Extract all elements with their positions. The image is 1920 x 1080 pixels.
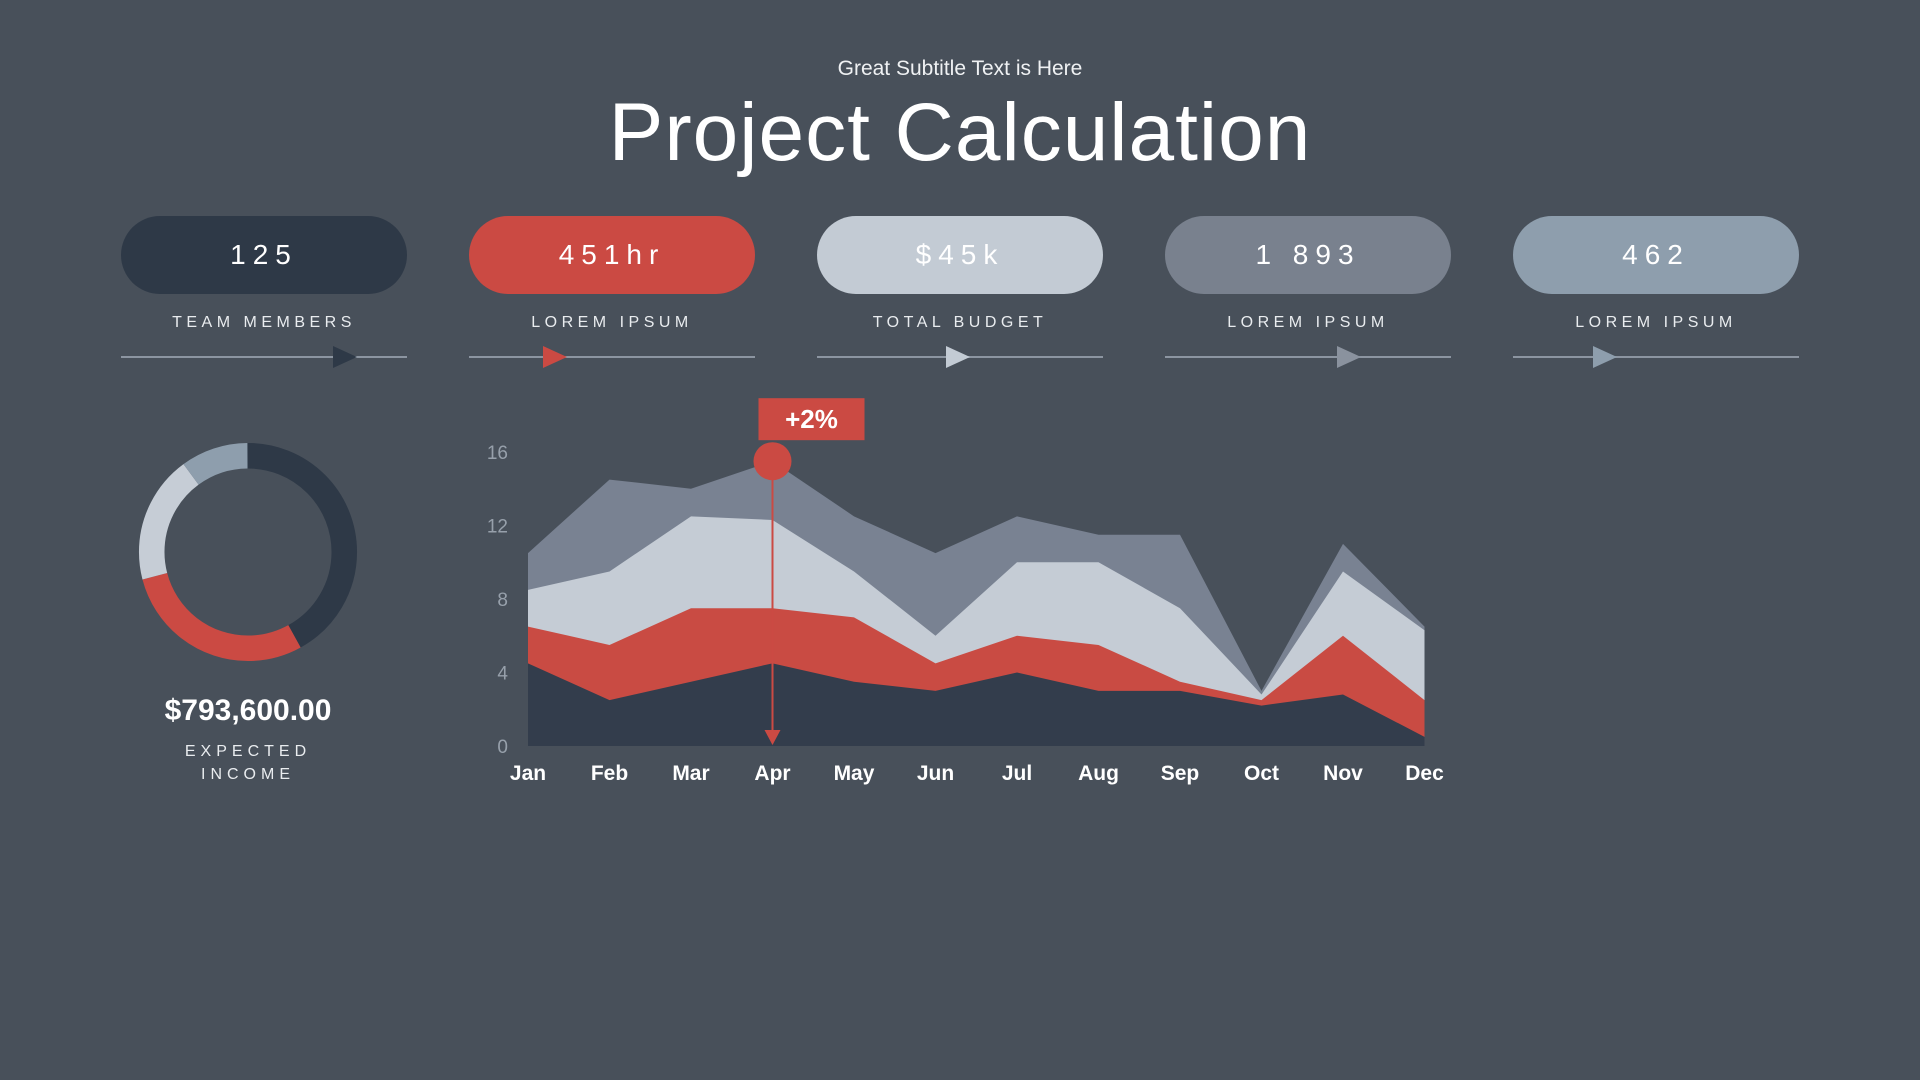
stat-card: 462 LOREM IPSUM [1513,216,1799,368]
arrow-triangle-icon [1336,346,1361,368]
svg-text:Sep: Sep [1161,762,1200,785]
track-line [1513,356,1799,358]
svg-text:4: 4 [497,664,508,685]
arrow-triangle-icon [945,346,970,368]
stat-value: 451hr [558,239,666,270]
svg-text:12: 12 [487,517,508,538]
area-chart: 0 4 8 12 16 Jan Feb Mar Apr May Jun Jul Aug Sep Oct Nov… [487,398,1444,785]
expected-income-label: EXPECTED INCOME [128,740,368,786]
stat-pill-total-budget: $45k [817,216,1103,294]
expected-income-label-line1: EXPECTED [184,743,312,760]
stat-value: 462 [1622,239,1690,270]
track-line [469,356,755,358]
svg-text:Jun: Jun [917,762,954,785]
stat-label: LOREM IPSUM [531,314,693,331]
progress-track [817,346,1103,368]
stats-row: 125 TEAM MEMBERS 451hr LOREM IPSUM $45k … [0,216,1920,368]
svg-text:Jul: Jul [1002,762,1032,785]
area-chart-panel: 0 4 8 12 16 Jan Feb Mar Apr May Jun Jul Aug Sep Oct Nov… [468,395,1458,805]
stat-card: 125 TEAM MEMBERS [121,216,407,368]
svg-text:May: May [834,762,875,785]
stat-value: $45k [915,239,1005,270]
expected-income-panel: $793,600.00 EXPECTED INCOME [128,436,368,786]
stat-card: $45k TOTAL BUDGET [817,216,1103,368]
svg-text:Feb: Feb [591,762,628,785]
svg-text:0: 0 [497,737,508,758]
stat-label: TEAM MEMBERS [172,314,356,331]
svg-text:Dec: Dec [1405,762,1444,785]
expected-income-value: $793,600.00 [164,694,332,727]
svg-text:Jan: Jan [510,762,546,785]
stat-value: 1 893 [1255,239,1361,270]
expected-income-label-line2: INCOME [201,766,295,784]
svg-text:Aug: Aug [1078,762,1119,785]
progress-track [121,346,407,368]
svg-text:16: 16 [487,443,508,464]
svg-text:Apr: Apr [754,762,790,785]
page-title: Project Calculation [608,87,1312,178]
arrow-triangle-icon [543,346,568,368]
arrow-triangle-icon [1593,346,1618,368]
svg-text:8: 8 [497,590,508,611]
stat-card: 451hr LOREM IPSUM [469,216,755,368]
stat-pill-hours: 451hr [469,216,755,294]
stat-pill-lorem-2: 462 [1513,216,1799,294]
progress-track [1165,346,1451,368]
arrow-triangle-icon [332,346,357,368]
stat-card: 1 893 LOREM IPSUM [1165,216,1451,368]
stat-value: 125 [230,239,298,270]
svg-text:Oct: Oct [1244,762,1279,785]
svg-text:Nov: Nov [1323,762,1363,785]
svg-text:+2%: +2% [785,404,838,434]
track-line [121,356,407,358]
stat-pill-lorem-1: 1 893 [1165,216,1451,294]
stat-label: LOREM IPSUM [1575,314,1737,331]
subtitle: Great Subtitle Text is Here [837,57,1083,80]
stat-label: LOREM IPSUM [1227,314,1389,331]
progress-track [469,346,755,368]
svg-text:Mar: Mar [672,762,709,785]
donut-chart [138,442,358,662]
stat-pill-team-members: 125 [121,216,407,294]
progress-track [1513,346,1799,368]
track-line [1165,356,1451,358]
stat-label: TOTAL BUDGET [872,314,1048,331]
